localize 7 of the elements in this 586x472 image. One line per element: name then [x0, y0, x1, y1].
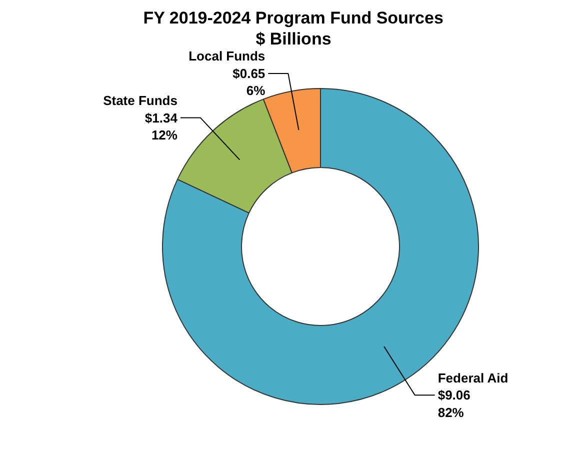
data-label: $0.65 6% — [232, 66, 266, 98]
slice-label: State Funds — [103, 93, 178, 108]
data-label: $1.34 12% — [144, 110, 178, 143]
slice-label: Federal Aid — [438, 370, 508, 386]
data-label: $9.06 82% — [438, 388, 470, 420]
chart-title: FY 2019-2024 Program Fund Sources $ Billions — [143, 8, 444, 48]
slice-label: Local Funds — [188, 48, 266, 64]
